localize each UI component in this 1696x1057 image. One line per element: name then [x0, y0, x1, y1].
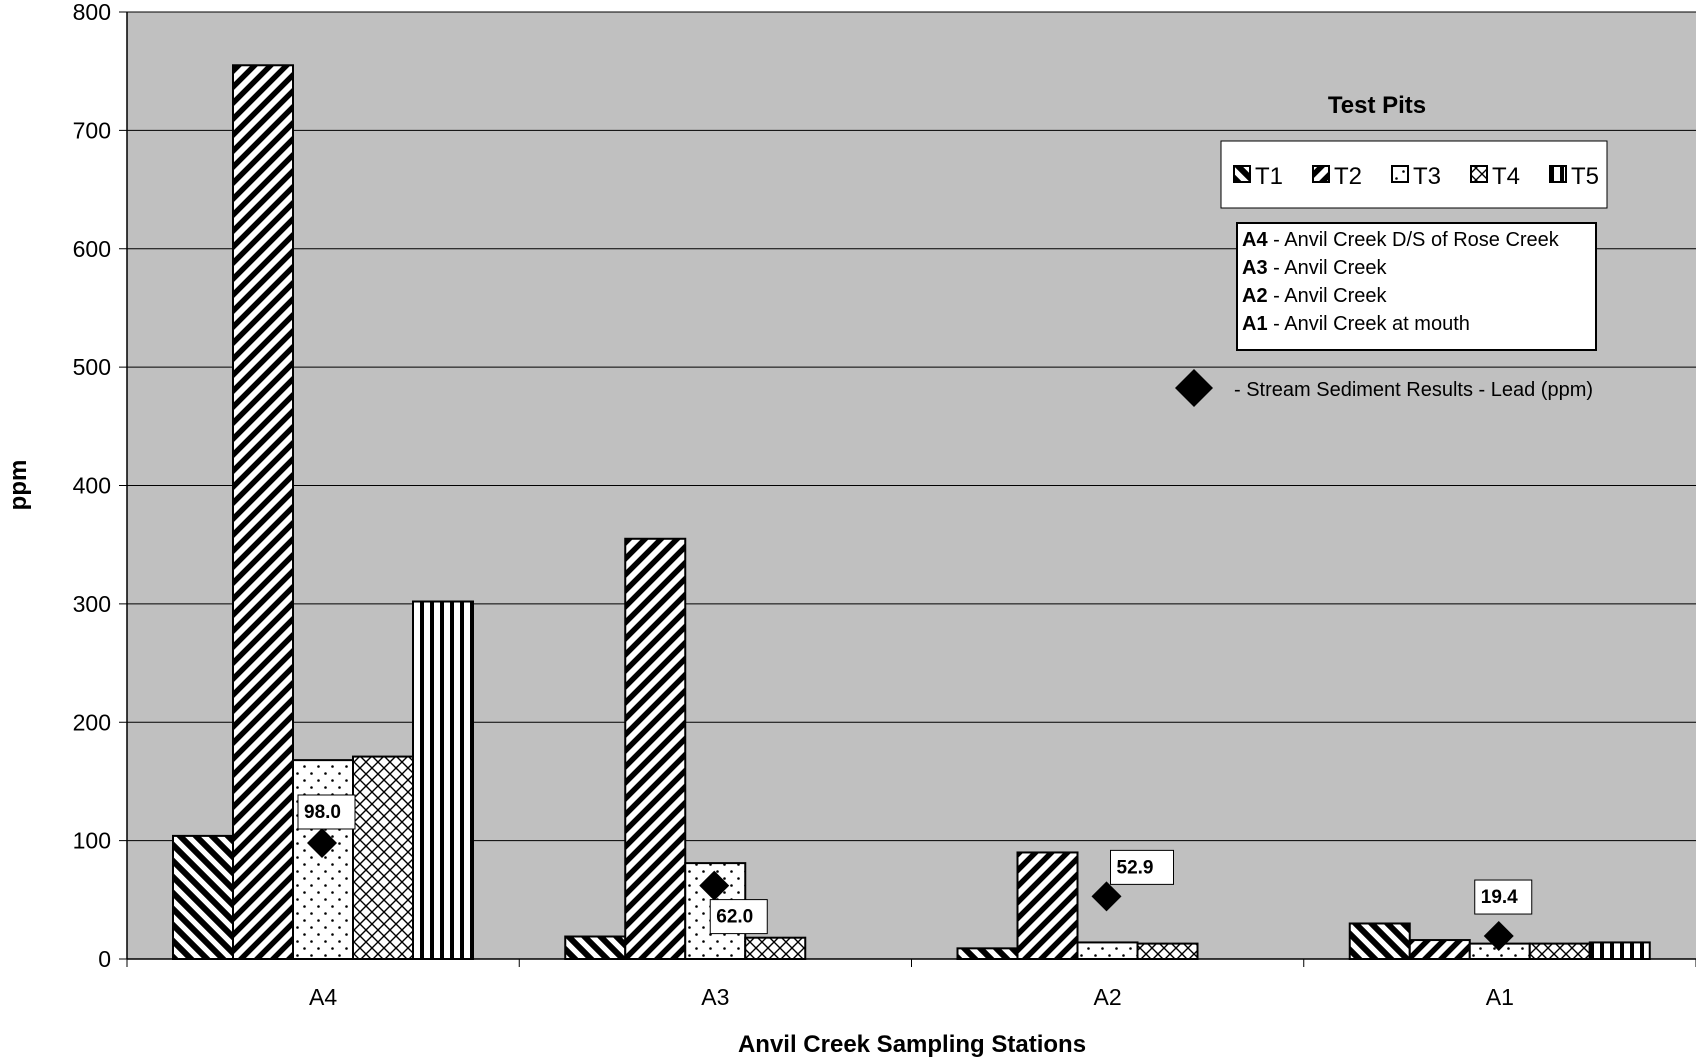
sediment-legend-marker [1175, 369, 1213, 407]
sediment-marker-a3 [699, 870, 730, 901]
sediment-legend-label: - Stream Sediment Results - Lead (ppm) [1234, 379, 1593, 401]
y-tick-label: 700 [73, 117, 111, 143]
sediment-callout-box [297, 794, 356, 830]
sediment-callout-label: 98.0 [304, 802, 341, 823]
legend-label-t3: T3 [1413, 163, 1441, 190]
station-key-a4: A4 - Anvil Creek D/S of Rose Creek [1242, 229, 1560, 251]
y-tick-label: 500 [73, 354, 111, 380]
legend-swatch-t5 [1549, 165, 1567, 183]
bar-t4-a2 [1136, 942, 1199, 961]
legend-label-t5: T5 [1571, 163, 1599, 190]
legend-box [1220, 140, 1608, 209]
legend-label-t2: T2 [1334, 163, 1362, 190]
sediment-callout-label: 52.9 [1117, 857, 1154, 878]
x-tick-label: A3 [701, 984, 729, 1010]
y-tick-label: 600 [73, 236, 111, 262]
x-tick-label: A1 [1486, 984, 1514, 1010]
station-key-a2: A2 - Anvil Creek [1242, 285, 1388, 307]
sediment-callout-box [709, 899, 768, 935]
bar-t4-a1 [1528, 942, 1591, 961]
axes: 0 100 200 300 400 500 600 700 800 A4 A3 A2 A1 [73, 0, 1696, 1010]
x-axis-title: Anvil Creek Sampling Stations [738, 1031, 1086, 1057]
legend-title: Test Pits [1328, 92, 1426, 119]
y-tick-label: 300 [73, 591, 111, 617]
bar-t2-a3 [624, 537, 687, 960]
y-tick-label: 400 [73, 473, 111, 499]
bar-t4-a4 [352, 755, 414, 960]
station-key-a1: A1 - Anvil Creek at mouth [1242, 313, 1470, 335]
legend-label-t4: T4 [1492, 163, 1520, 190]
bar-t3-a4 [292, 759, 354, 960]
y-axis-title: ppm [5, 460, 32, 511]
bar-t1-a2 [956, 947, 1019, 961]
legend-label-t1: T1 [1255, 163, 1283, 190]
y-tick-label: 200 [73, 709, 111, 735]
sediment-callout-label: 19.4 [1481, 887, 1518, 908]
bar-t3-a2 [1076, 941, 1139, 960]
bar-t4-a3 [744, 936, 807, 961]
sediment-marker-a1 [1483, 921, 1514, 952]
legend-swatch-t3 [1391, 165, 1409, 183]
sediment-callout-label: 62.0 [716, 907, 753, 928]
bar-t2-a1 [1408, 939, 1471, 960]
stations-key: A4 - Anvil Creek D/S of Rose Creek A3 - A… [1236, 222, 1597, 351]
bar-t1-a3 [564, 935, 627, 960]
bar-t5-a4 [412, 600, 474, 960]
bar-t1-a1 [1348, 922, 1411, 960]
bar-t2-a4 [232, 64, 294, 961]
station-key-a3: A3 - Anvil Creek [1242, 257, 1388, 279]
sediment-callout-box [1110, 849, 1174, 885]
legend-swatch-t4 [1470, 165, 1488, 183]
stations-key-box [1236, 222, 1597, 351]
legend-swatch-t1 [1233, 165, 1251, 183]
sediment-marker-a2 [1091, 881, 1122, 912]
sediment-legend: - Stream Sediment Results - Lead (ppm) [1175, 369, 1593, 407]
legend: Test Pits T1 T2 T3 T4 T5 [1220, 92, 1608, 209]
legend-swatch-t2 [1312, 165, 1330, 183]
x-tick-label: A4 [309, 984, 337, 1010]
bar-t5-a1 [1588, 941, 1651, 960]
y-tick-label: 0 [98, 946, 111, 972]
bar-t2-a2 [1016, 851, 1079, 961]
y-tick-label: 100 [73, 828, 111, 854]
sediment-markers: 98.0 62.0 52.9 19.4 [297, 794, 1533, 952]
x-tick-label: A2 [1094, 984, 1122, 1010]
bar-t1-a4 [172, 834, 234, 961]
sediment-marker-a4 [307, 827, 337, 858]
sediment-callout-box [1474, 879, 1533, 915]
bars [172, 64, 1651, 961]
y-tick-label: 800 [73, 0, 111, 25]
